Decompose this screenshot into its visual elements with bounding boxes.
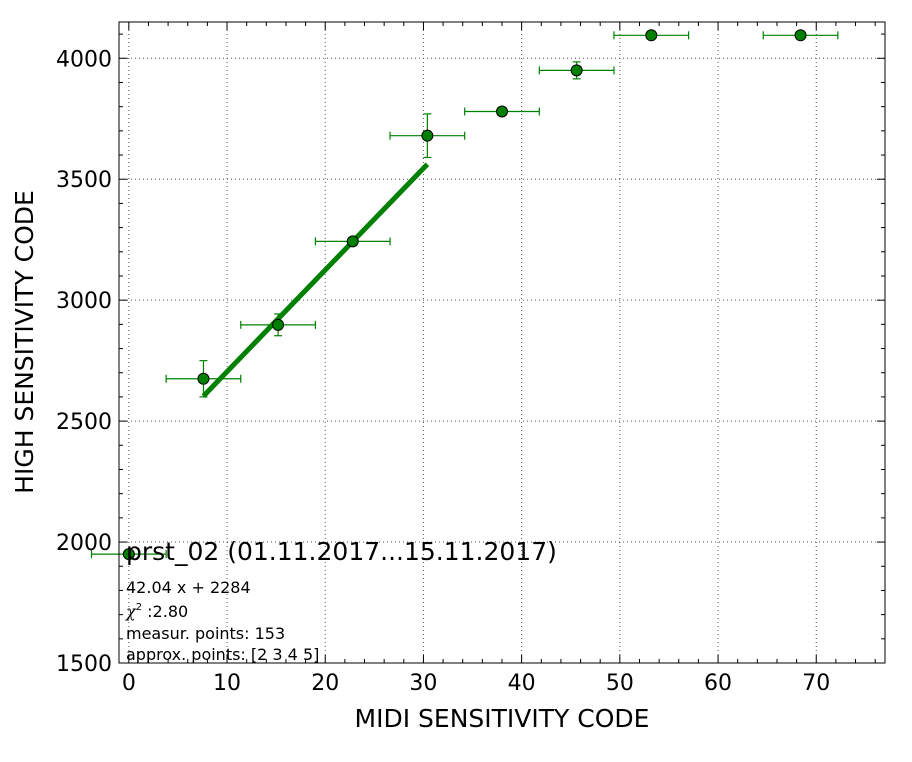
data-point-group (389, 113, 466, 159)
data-point (421, 129, 434, 142)
data-point-group (762, 29, 839, 42)
annotation-approx-points: approx. points: [2 3 4 5] (126, 645, 319, 664)
data-point-group (165, 360, 242, 398)
annotation-block: prst_02 (01.11.2017...15.11.2017) 42.04 … (125, 537, 557, 664)
x-tick-label: 40 (508, 671, 536, 696)
chi-symbol: χ (125, 602, 137, 621)
data-point-group (464, 105, 540, 118)
data-point-group (613, 29, 690, 42)
data-point (346, 235, 359, 248)
data-point-group (314, 235, 391, 248)
x-axis-title: MIDI SENSITIVITY CODE (355, 704, 650, 733)
x-tick-label: 0 (122, 671, 136, 696)
annotation-chi2: χ2 :2.80 (125, 602, 188, 621)
y-axis-title: HIGH SENSITIVITY CODE (10, 190, 39, 494)
data-point (645, 29, 658, 42)
chi-value: :2.80 (142, 602, 188, 621)
y-tick-label: 2000 (56, 531, 112, 556)
y-tick-label: 1500 (56, 652, 112, 677)
data-layer (90, 29, 839, 561)
annotation-measur-points: measur. points: 153 (126, 624, 285, 643)
data-point (122, 548, 135, 561)
data-point-group (240, 313, 317, 337)
data-point (272, 318, 285, 331)
tick-labels: 0 10 20 30 40 50 60 70 1500 2000 2500 3000 3500 4000 (56, 47, 830, 696)
data-point (197, 372, 210, 385)
data-point-group (90, 548, 167, 561)
data-point (794, 29, 807, 42)
y-tick-label: 3500 (56, 168, 112, 193)
x-tick-label: 50 (606, 671, 634, 696)
x-tick-label: 60 (704, 671, 732, 696)
fit-line-layer (201, 162, 430, 398)
fit-line (201, 162, 430, 398)
data-point (496, 105, 508, 118)
data-point-group (538, 61, 615, 80)
grid (119, 22, 885, 663)
annotation-title: prst_02 (01.11.2017...15.11.2017) (126, 537, 557, 566)
chi-exponent: 2 (136, 602, 142, 613)
plot-frame (118, 21, 886, 664)
data-point (570, 64, 583, 77)
y-tick-label: 4000 (56, 47, 112, 72)
y-tick-label: 2500 (56, 410, 112, 435)
ticks (119, 22, 885, 664)
x-tick-label: 10 (213, 671, 241, 696)
y-tick-label: 3000 (56, 289, 112, 314)
x-tick-label: 20 (311, 671, 339, 696)
x-tick-label: 70 (802, 671, 830, 696)
annotation-equation: 42.04 x + 2284 (126, 578, 251, 597)
x-tick-label: 30 (409, 671, 437, 696)
